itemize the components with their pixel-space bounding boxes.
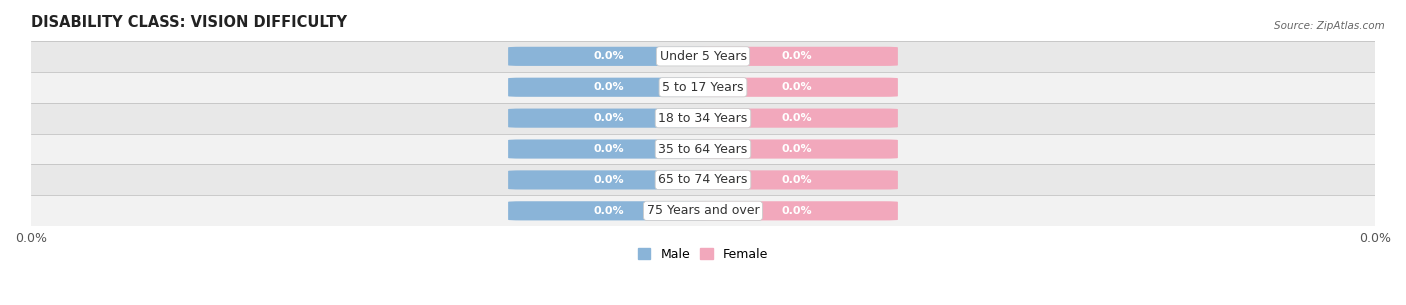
Text: 65 to 74 Years: 65 to 74 Years (658, 174, 748, 186)
Text: DISABILITY CLASS: VISION DIFFICULTY: DISABILITY CLASS: VISION DIFFICULTY (31, 15, 347, 30)
FancyBboxPatch shape (696, 139, 898, 159)
Bar (31, 196, 1375, 226)
FancyBboxPatch shape (508, 78, 710, 97)
Legend: Male, Female: Male, Female (638, 248, 768, 261)
Bar (31, 164, 1375, 196)
Text: Source: ZipAtlas.com: Source: ZipAtlas.com (1274, 21, 1385, 31)
Text: 0.0%: 0.0% (593, 82, 624, 92)
FancyBboxPatch shape (696, 201, 898, 221)
FancyBboxPatch shape (508, 47, 710, 66)
Text: 0.0%: 0.0% (782, 82, 813, 92)
Text: 0.0%: 0.0% (782, 175, 813, 185)
FancyBboxPatch shape (508, 201, 710, 221)
FancyBboxPatch shape (696, 170, 898, 189)
Text: 18 to 34 Years: 18 to 34 Years (658, 112, 748, 125)
Text: 0.0%: 0.0% (593, 51, 624, 61)
Bar (31, 41, 1375, 72)
FancyBboxPatch shape (508, 139, 710, 159)
Bar (31, 72, 1375, 103)
Text: 0.0%: 0.0% (782, 51, 813, 61)
Bar (31, 103, 1375, 134)
Text: 0.0%: 0.0% (593, 175, 624, 185)
FancyBboxPatch shape (696, 78, 898, 97)
Text: 0.0%: 0.0% (782, 144, 813, 154)
Text: 75 Years and over: 75 Years and over (647, 204, 759, 217)
Text: 35 to 64 Years: 35 to 64 Years (658, 142, 748, 156)
Text: 5 to 17 Years: 5 to 17 Years (662, 81, 744, 94)
Text: 0.0%: 0.0% (782, 206, 813, 216)
Text: Under 5 Years: Under 5 Years (659, 50, 747, 63)
Text: 0.0%: 0.0% (593, 113, 624, 123)
FancyBboxPatch shape (696, 109, 898, 128)
FancyBboxPatch shape (508, 170, 710, 189)
Text: 0.0%: 0.0% (593, 144, 624, 154)
FancyBboxPatch shape (696, 47, 898, 66)
FancyBboxPatch shape (508, 109, 710, 128)
Bar (31, 134, 1375, 164)
Text: 0.0%: 0.0% (593, 206, 624, 216)
Text: 0.0%: 0.0% (782, 113, 813, 123)
